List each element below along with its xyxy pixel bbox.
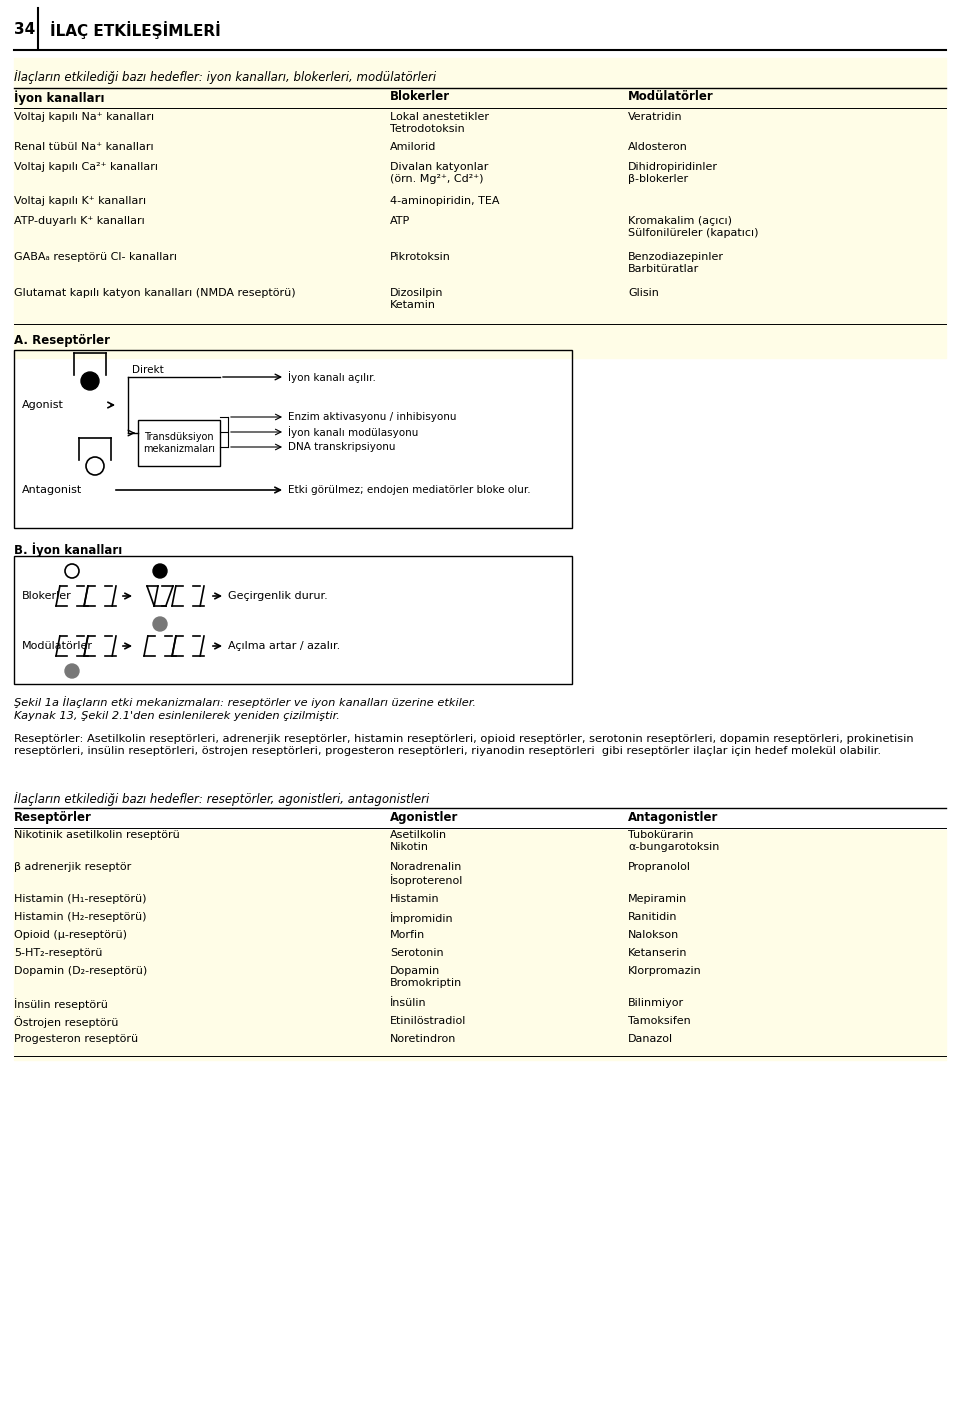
Text: Blokerler: Blokerler [390, 90, 450, 103]
Text: Modülatörler: Modülatörler [22, 641, 93, 651]
Text: Tamoksifen: Tamoksifen [628, 1017, 691, 1026]
Text: Histamin: Histamin [390, 894, 440, 904]
Text: Şekil 1a İlaçların etki mekanizmaları: reseptörler ve iyon kanalları üzerine etk: Şekil 1a İlaçların etki mekanizmaları: r… [14, 696, 476, 707]
Text: Agonist: Agonist [22, 399, 64, 411]
Text: Tubokürarin
α-bungarotoksin: Tubokürarin α-bungarotoksin [628, 830, 719, 852]
Text: İnsülin: İnsülin [390, 998, 426, 1008]
Bar [14, 58, 946, 359]
Text: İlaçların etkilediği bazı hedefler: reseptörler, agonistleri, antagonistleri: İlaçların etkilediği bazı hedefler: rese… [14, 792, 429, 806]
Text: Direkt: Direkt [132, 366, 164, 375]
Text: Agonistler: Agonistler [390, 811, 458, 824]
Text: Glutamat kapılı katyon kanalları (NMDA reseptörü): Glutamat kapılı katyon kanalları (NMDA r… [14, 288, 296, 298]
Text: Divalan katyonlar
(örn. Mg²⁺, Cd²⁺): Divalan katyonlar (örn. Mg²⁺, Cd²⁺) [390, 162, 489, 184]
Text: Asetilkolin
Nikotin: Asetilkolin Nikotin [390, 830, 447, 852]
Text: Lokal anestetikler
Tetrodotoksin: Lokal anestetikler Tetrodotoksin [390, 112, 489, 134]
Text: Renal tübül Na⁺ kanalları: Renal tübül Na⁺ kanalları [14, 142, 154, 152]
Text: Glisin: Glisin [628, 288, 659, 298]
Text: Voltaj kapılı K⁺ kanalları: Voltaj kapılı K⁺ kanalları [14, 195, 146, 207]
Text: Nikotinik asetilkolin reseptörü: Nikotinik asetilkolin reseptörü [14, 830, 180, 839]
Text: ATP-duyarlı K⁺ kanalları: ATP-duyarlı K⁺ kanalları [14, 217, 145, 226]
Text: GABAₐ reseptörü Cl- kanalları: GABAₐ reseptörü Cl- kanalları [14, 252, 177, 262]
Text: Etki görülmez; endojen mediatörler bloke olur.: Etki görülmez; endojen mediatörler bloke… [288, 485, 531, 495]
Text: Açılma artar / azalır.: Açılma artar / azalır. [228, 641, 340, 651]
Text: Klorpromazin: Klorpromazin [628, 966, 702, 976]
Text: β adrenerjik reseptör: β adrenerjik reseptör [14, 862, 132, 872]
Text: DNA transkripsiyonu: DNA transkripsiyonu [288, 441, 396, 451]
Text: Ketanserin: Ketanserin [628, 948, 687, 957]
Text: İmpromidin: İmpromidin [390, 912, 454, 924]
Text: Östrojen reseptörü: Östrojen reseptörü [14, 1017, 118, 1028]
Text: 5-HT₂-reseptörü: 5-HT₂-reseptörü [14, 948, 103, 957]
Bar [138, 420, 220, 465]
Text: İnsülin reseptörü: İnsülin reseptörü [14, 998, 108, 1010]
Text: Kaynak 13, Şekil 2.1'den esinlenilerek yeniden çizilmiştir.: Kaynak 13, Şekil 2.1'den esinlenilerek y… [14, 711, 340, 721]
Text: Progesteron reseptörü: Progesteron reseptörü [14, 1033, 138, 1045]
Text: Dizosilpin
Ketamin: Dizosilpin Ketamin [390, 288, 444, 309]
Text: Dopamin (D₂-reseptörü): Dopamin (D₂-reseptörü) [14, 966, 147, 976]
Text: İlaçların etkilediği bazı hedefler: iyon kanalları, blokerleri, modülatörleri: İlaçların etkilediği bazı hedefler: iyon… [14, 70, 436, 84]
Text: Kromakalim (açıcı)
Sülfonilüreler (kapatıcı): Kromakalim (açıcı) Sülfonilüreler (kapat… [628, 217, 758, 238]
Text: Voltaj kapılı Na⁺ kanalları: Voltaj kapılı Na⁺ kanalları [14, 112, 155, 122]
Text: Benzodiazepinler
Barbitüratlar: Benzodiazepinler Barbitüratlar [628, 252, 724, 274]
Text: Opioid (μ-reseptörü): Opioid (μ-reseptörü) [14, 929, 127, 941]
Text: A. Reseptörler: A. Reseptörler [14, 335, 110, 347]
Text: Aldosteron: Aldosteron [628, 142, 688, 152]
Text: Ranitidin: Ranitidin [628, 912, 678, 922]
Text: İLAÇ ETKİLEŞİMLERİ: İLAÇ ETKİLEŞİMLERİ [50, 21, 221, 39]
Text: Bilinmiyor: Bilinmiyor [628, 998, 684, 1008]
Text: ATP: ATP [390, 217, 410, 226]
Text: Propranolol: Propranolol [628, 862, 691, 872]
Text: Reseptörler: Asetilkolin reseptörleri, adrenerjik reseptörler, histamin reseptör: Reseptörler: Asetilkolin reseptörleri, a… [14, 734, 914, 755]
Bar [14, 830, 946, 1060]
Text: Geçirgenlik durur.: Geçirgenlik durur. [228, 591, 327, 600]
Text: Modülatörler: Modülatörler [628, 90, 713, 103]
Bar [14, 350, 572, 529]
Circle shape [153, 617, 167, 631]
Text: Danazol: Danazol [628, 1033, 673, 1045]
Text: Histamin (H₁-reseptörü): Histamin (H₁-reseptörü) [14, 894, 147, 904]
Text: Histamin (H₂-reseptörü): Histamin (H₂-reseptörü) [14, 912, 147, 922]
Text: İyon kanalı açılır.: İyon kanalı açılır. [288, 371, 376, 382]
Text: Amilorid: Amilorid [390, 142, 437, 152]
Text: Blokerler: Blokerler [22, 591, 72, 600]
Text: Serotonin: Serotonin [390, 948, 444, 957]
Text: Reseptörler: Reseptörler [14, 811, 92, 824]
Text: Dihidropiridinler
β-blokerler: Dihidropiridinler β-blokerler [628, 162, 718, 184]
Text: Morfin: Morfin [390, 929, 425, 941]
Text: Veratridin: Veratridin [628, 112, 683, 122]
Text: Pikrotoksin: Pikrotoksin [390, 252, 451, 262]
Text: Etinilöstradiol: Etinilöstradiol [390, 1017, 467, 1026]
Text: Antagonistler: Antagonistler [628, 811, 718, 824]
Text: Transdüksiyon
mekanizmaları: Transdüksiyon mekanizmaları [143, 432, 215, 454]
Text: Noretindron: Noretindron [390, 1033, 456, 1045]
Text: Mepiramin: Mepiramin [628, 894, 687, 904]
Text: B. İyon kanalları: B. İyon kanalları [14, 541, 122, 557]
Circle shape [153, 564, 167, 578]
Circle shape [65, 664, 79, 678]
Text: 4-aminopiridin, TEA: 4-aminopiridin, TEA [390, 195, 499, 207]
Circle shape [81, 373, 99, 389]
Text: Nalokson: Nalokson [628, 929, 680, 941]
Text: Noradrenalin
İsoproterenol: Noradrenalin İsoproterenol [390, 862, 464, 886]
Bar [14, 555, 572, 683]
Text: 34: 34 [14, 22, 36, 38]
Text: Enzim aktivasyonu / inhibisyonu: Enzim aktivasyonu / inhibisyonu [288, 412, 457, 422]
Text: Antagonist: Antagonist [22, 485, 83, 495]
Text: İyon kanalı modülasyonu: İyon kanalı modülasyonu [288, 426, 419, 437]
Text: Dopamin
Bromokriptin: Dopamin Bromokriptin [390, 966, 463, 987]
Text: Voltaj kapılı Ca²⁺ kanalları: Voltaj kapılı Ca²⁺ kanalları [14, 162, 158, 172]
Text: İyon kanalları: İyon kanalları [14, 90, 105, 104]
